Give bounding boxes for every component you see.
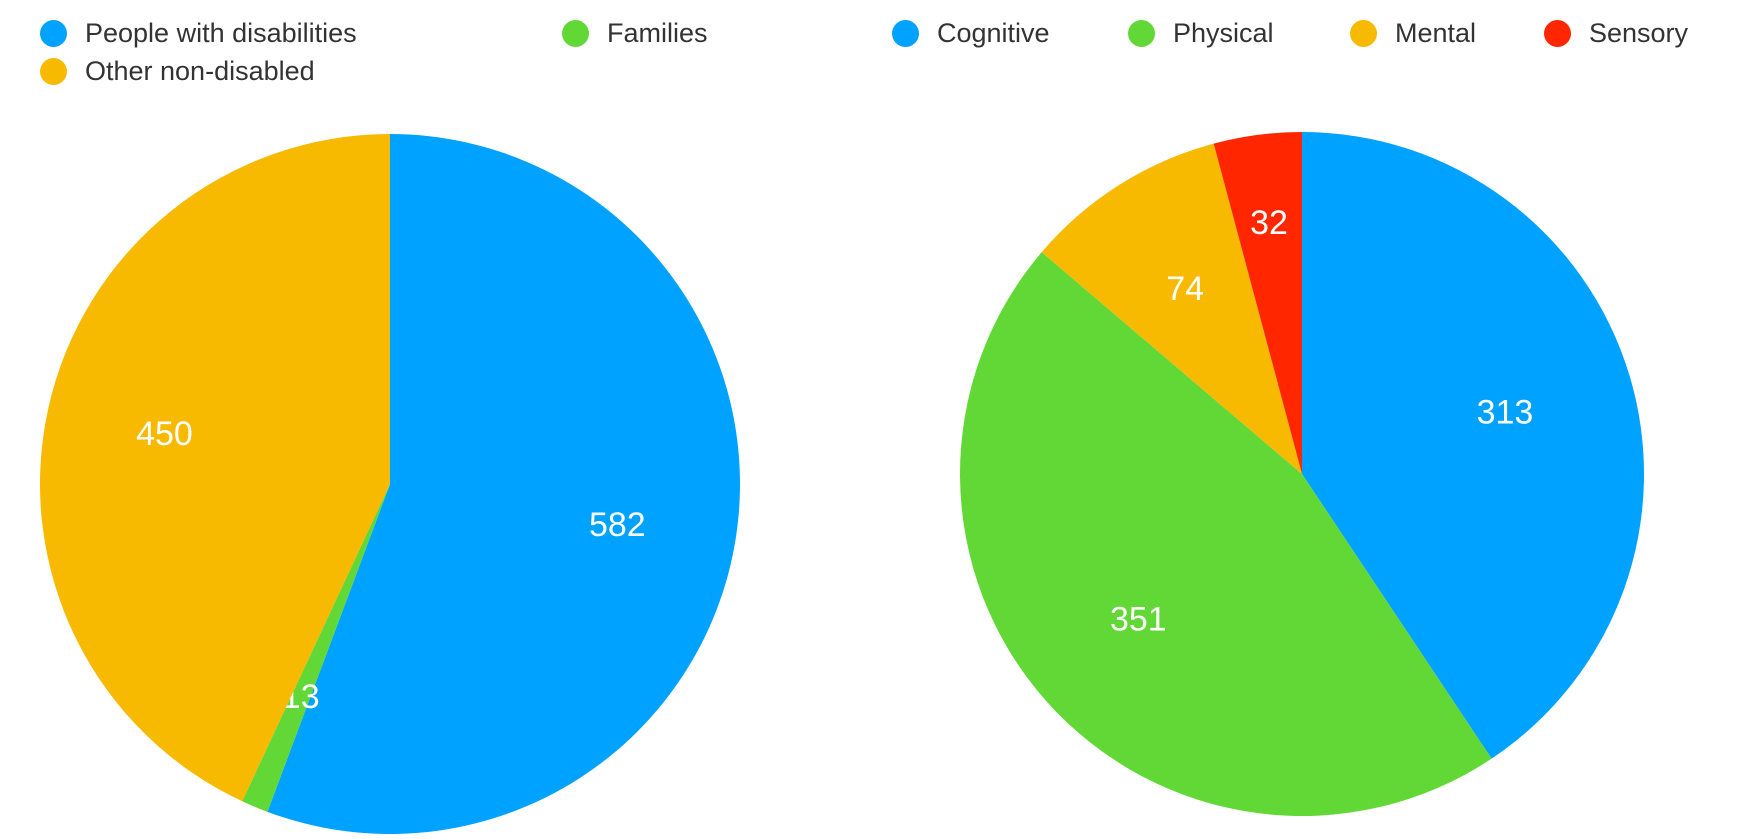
legend-swatch [1350,20,1377,47]
chart-right: Cognitive Physical Mental Sensory 313 351… [860,0,1751,839]
slice-value-label: 74 [1166,270,1204,308]
legend-label: Mental [1395,18,1477,48]
legend-label: Other non-disabled [85,56,315,86]
slice-value-label: 313 [1477,394,1534,432]
pie-slice [960,252,1492,816]
legend-swatch [1128,20,1155,47]
legend-label: Cognitive [937,18,1050,48]
legend-item: Mental [1350,18,1476,49]
legend-swatch [40,58,67,85]
legend-item: Cognitive [892,18,1050,49]
pie-slice [1302,132,1644,759]
pie-slice [267,134,741,834]
legend-right: Cognitive Physical Mental Sensory [860,14,1751,94]
legend-item: People with disabilities [40,18,357,49]
slice-value-label: 32 [1250,204,1288,242]
pie-slice [40,134,390,802]
slice-value-label: 351 [1110,600,1167,638]
legend-item: Families [562,18,708,49]
legend-swatch [40,20,67,47]
legend-left: People with disabilities Families Other … [0,14,760,94]
pie-slice [242,484,390,812]
pie-slice [1041,143,1302,474]
legend-label: Sensory [1589,18,1689,48]
slice-value-label: 450 [136,415,193,453]
pie-slice [1213,132,1302,474]
legend-item: Other non-disabled [40,56,315,87]
legend-label: Families [607,18,708,48]
legend-swatch [562,20,589,47]
chart-left: People with disabilities Families Other … [0,0,760,839]
legend-label: Physical [1173,18,1274,48]
legend-item: Sensory [1544,18,1688,49]
pie-chart-right: 313 351 74 32 [960,132,1644,816]
legend-swatch [1544,20,1571,47]
legend-item: Physical [1128,18,1274,49]
legend-swatch [892,20,919,47]
legend-label: People with disabilities [85,18,357,48]
slice-value-label: 582 [589,506,646,544]
